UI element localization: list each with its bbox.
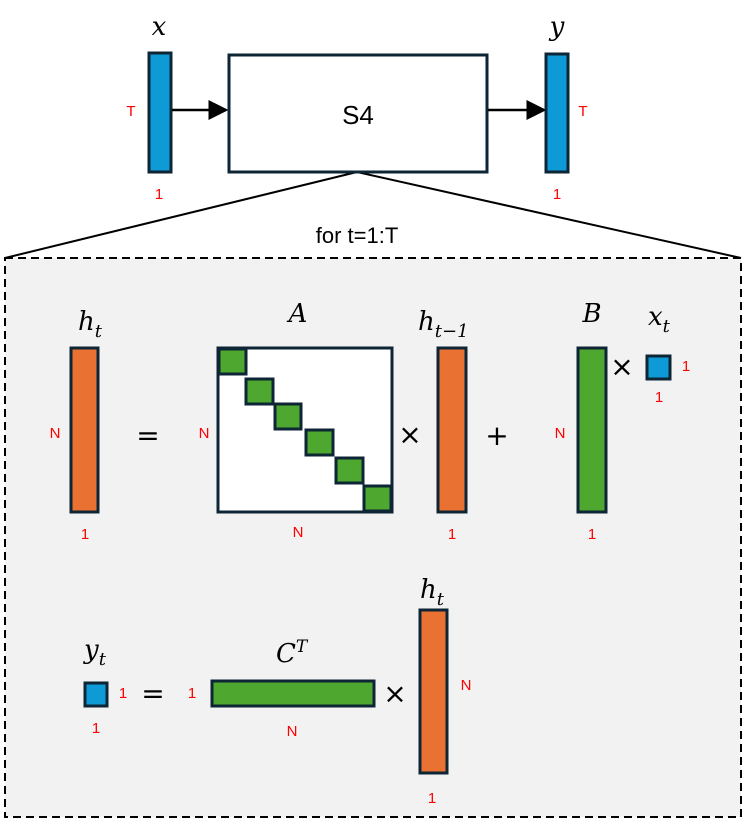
y-t-cols: 1 [92,720,100,737]
output-label: y [549,12,565,42]
times-sign: × [383,677,406,710]
b-cols: 1 [588,526,596,543]
s4-label: S4 [342,100,374,130]
plus-sign: + [485,419,508,452]
h-t-rows: N [50,425,61,442]
input-rows: T [126,103,135,120]
a-diagonal-block [334,456,365,485]
a-diagonal-block [273,402,303,431]
h-t-label: ht [420,575,445,610]
equals-sign: = [141,677,164,710]
h-prev-label: ht−1 [418,307,469,342]
x-t-rows: 1 [682,358,690,375]
c-cols: N [287,723,298,740]
output-vector [544,52,570,174]
a-diagonal-block [304,428,335,457]
c-label: CT [276,637,309,669]
c-transpose-vector [210,679,376,708]
h-t-rows: N [461,677,472,694]
loop-label: for t=1:T [316,223,399,248]
a-diagonal [217,347,393,513]
equals-sign: = [136,419,159,452]
output-rows: T [578,103,587,120]
times-sign: × [398,418,421,451]
a-diagonal-block [217,347,248,376]
h-t-cols: 1 [81,526,89,543]
c-rows: 1 [188,685,196,702]
h-t-vector [418,608,449,775]
h-t-cols: 1 [428,790,436,807]
output-cols: 1 [553,186,561,203]
h-prev-vector [436,346,468,514]
a-label: A [287,299,308,329]
input-vector [147,51,173,174]
a-cols: N [293,524,304,541]
a-diagonal-block [362,484,393,513]
x-t-cols: 1 [655,389,663,406]
loop-box [4,257,742,818]
x-t-label: xt [648,302,671,337]
zoom-line-left [4,171,358,259]
a-diagonal-block [244,377,275,406]
h-t-vector [69,346,100,514]
s4-block [227,53,489,174]
h-prev-cols: 1 [448,526,456,543]
h-t-label: ht [78,307,103,342]
a-rows: N [199,425,210,442]
x-t-scalar [645,354,672,381]
input-label: x [152,12,167,42]
y-t-rows: 1 [119,685,127,702]
zoom-line-right [356,171,742,259]
b-label: B [581,299,601,329]
b-vector [576,346,608,514]
input-cols: 1 [155,186,163,203]
b-rows: N [555,425,566,442]
times-sign: × [610,350,633,383]
y-t-scalar [83,681,109,708]
y-t-label: yt [83,635,107,670]
